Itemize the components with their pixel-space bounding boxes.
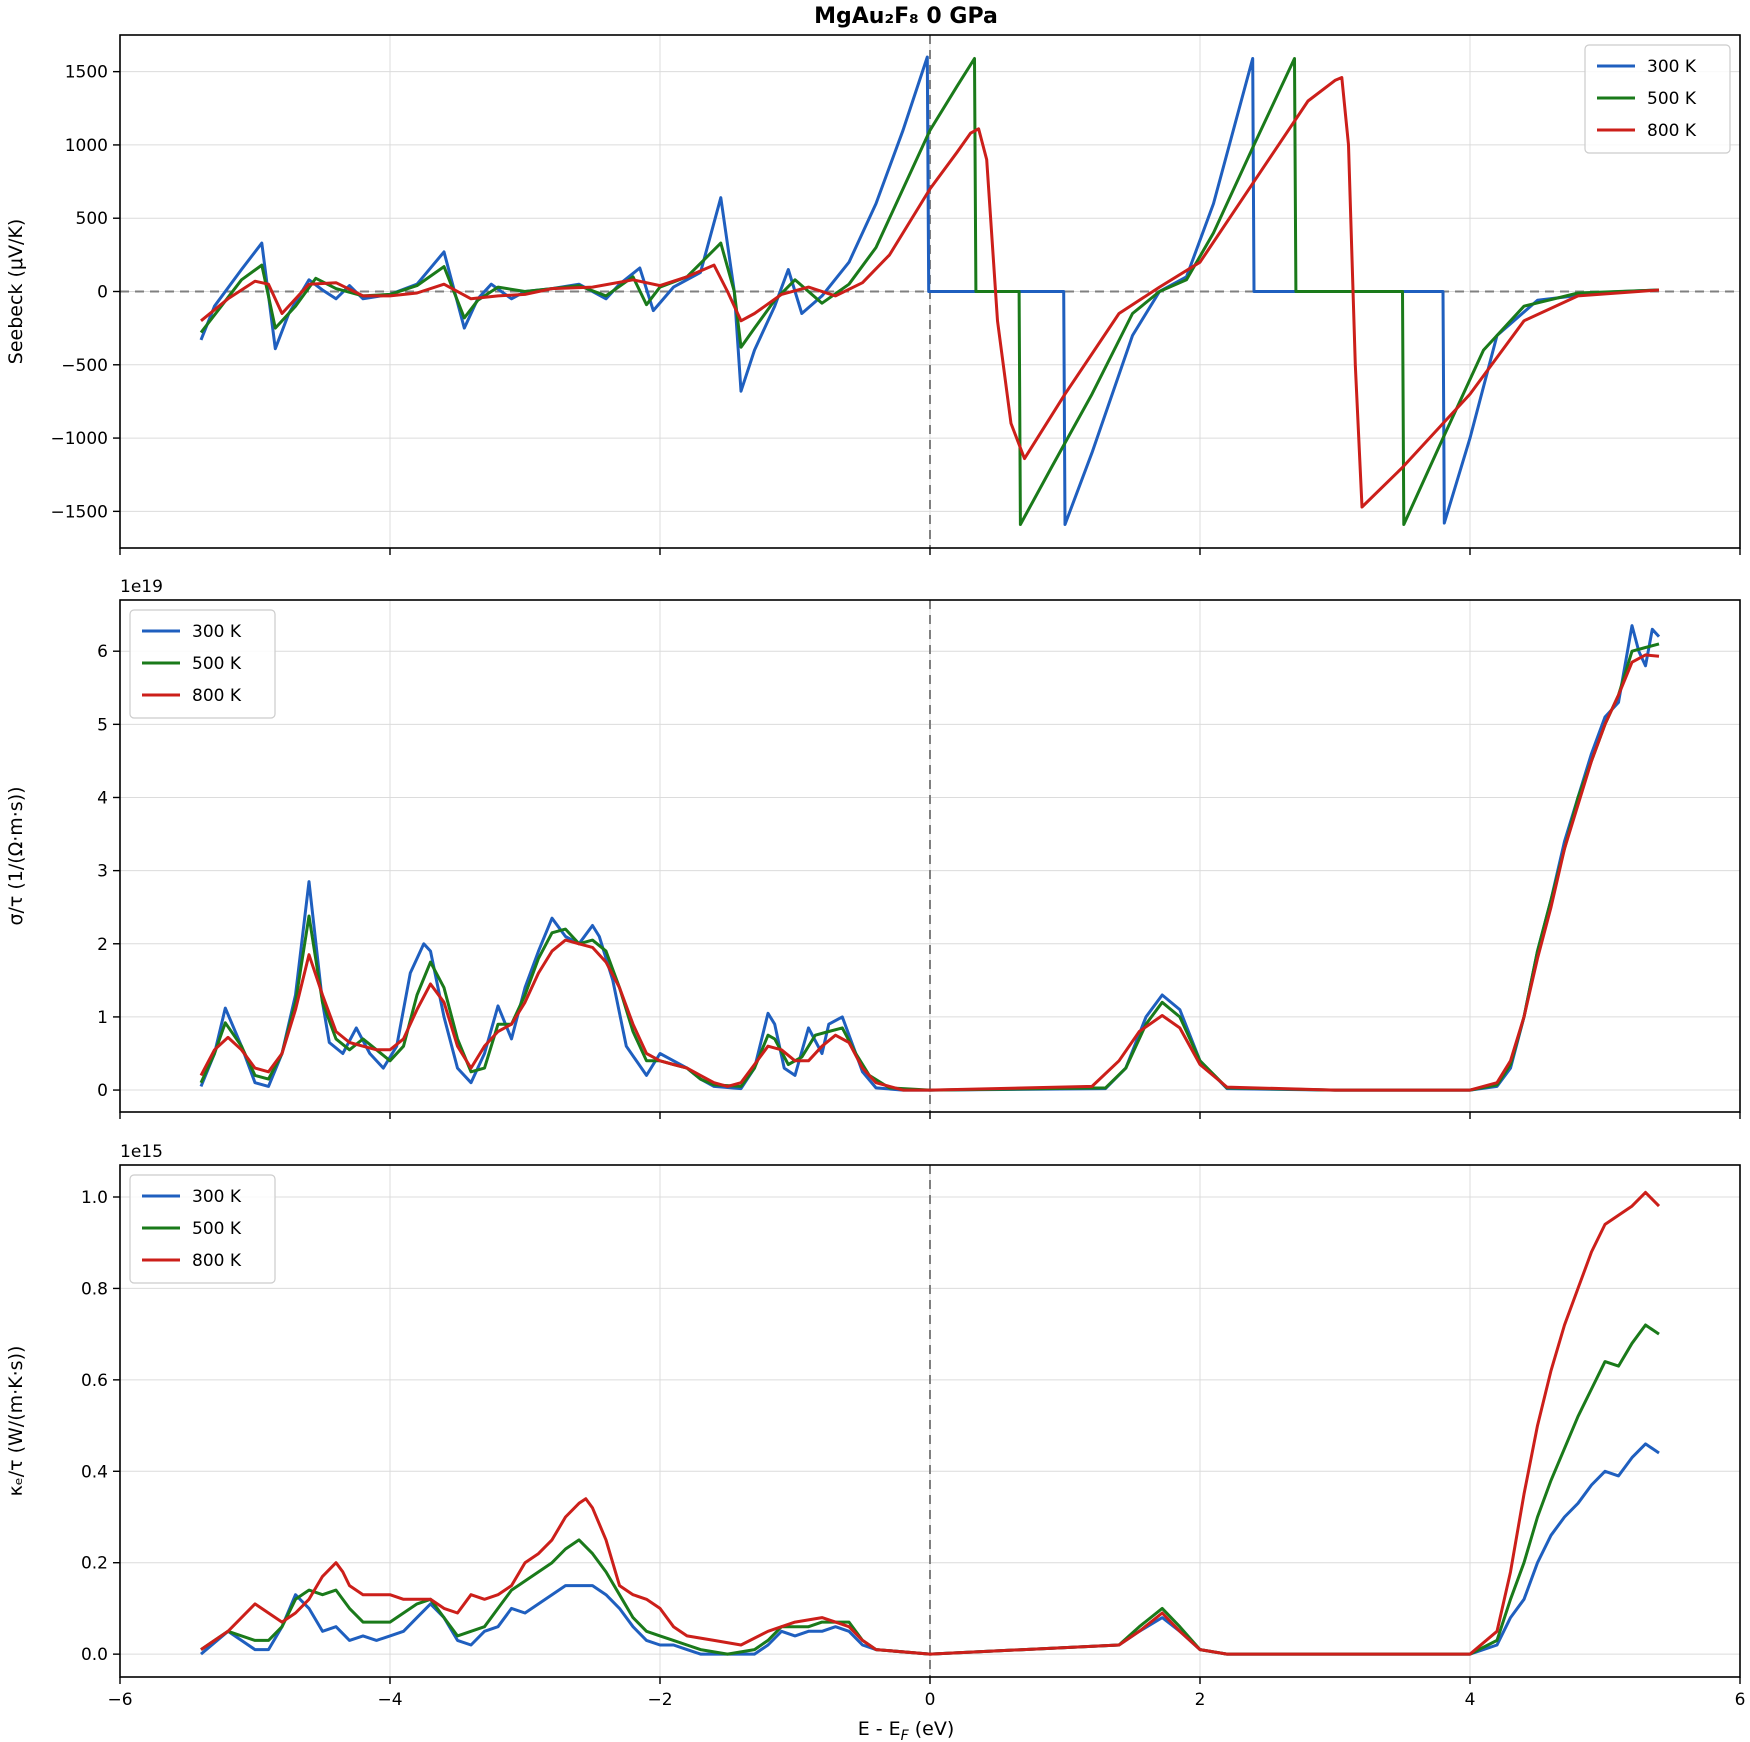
legend-box [1584, 44, 1731, 154]
y-tick-label: 2 [97, 935, 108, 955]
y-tick-label: 1500 [65, 63, 108, 83]
y-tick-label: 0 [97, 283, 108, 303]
y-tick-label: −1000 [50, 429, 108, 449]
y-offset-text: 1e19 [120, 577, 163, 597]
legend: 300 K 500 K 800 K [129, 1174, 276, 1284]
y-tick-label: 500 [76, 209, 108, 229]
legend: 300 K 500 K 800 K [129, 609, 276, 719]
y-tick-label: 4 [97, 788, 108, 808]
y-tick-label: 1000 [65, 136, 108, 156]
x-axis-label-sub: F [901, 1728, 910, 1742]
x-axis-label: E - EF (eV) [858, 1718, 955, 1742]
x-tick-label: 4 [1465, 1690, 1476, 1710]
y-tick-label: −1500 [50, 502, 108, 522]
series-line-800k [200, 1190, 1661, 1656]
series-line-800k [199, 653, 1660, 1092]
x-axis-label-main: E - E [858, 1718, 901, 1740]
y-tick-label: 1 [97, 1008, 108, 1028]
chart-bottom: −6 −4 −2 0 2 4 6 0.0 0.2 0.4 0.6 0.8 1.0 1e15 κₑ/τ (W/… [5, 1142, 1745, 1710]
legend-label: 300 K [192, 1187, 242, 1207]
y-tick-label: −500 [61, 356, 108, 376]
legend-box [129, 609, 276, 719]
y-tick-label: 1.0 [81, 1188, 108, 1208]
y-tick-label: 0.4 [81, 1462, 108, 1482]
x-tick-label: 6 [1735, 1690, 1746, 1710]
series-group [199, 55, 1660, 526]
figure-title: MgAu₂F₈ 0 GPa [814, 4, 998, 29]
legend-box [129, 1174, 276, 1284]
y-axis-label: κₑ/τ (W/(m·K·s)) [5, 1346, 27, 1497]
legend-label: 500 K [1647, 89, 1697, 109]
legend-label: 800 K [1647, 121, 1697, 141]
chart-top: −1500 −1000 −500 0 500 1000 1500 Seebeck (μV/K)… [5, 34, 1741, 555]
y-tick-label: 0.8 [81, 1279, 108, 1299]
y-tick-label: 0.0 [81, 1645, 108, 1665]
x-tick-label: −4 [377, 1690, 402, 1710]
series-line-800k [200, 76, 1660, 509]
legend-label: 800 K [192, 1251, 242, 1271]
y-offset-text: 1e15 [120, 1142, 163, 1162]
legend: 300 K 500 K 800 K [1584, 44, 1731, 154]
y-tick-label: 3 [97, 862, 108, 882]
series-line-300k [200, 1442, 1660, 1656]
y-tick-label: 6 [97, 642, 108, 662]
series-group [199, 624, 1661, 1092]
legend-label: 500 K [192, 654, 242, 674]
x-tick-label: 2 [1195, 1690, 1206, 1710]
x-tick-label: −6 [107, 1690, 132, 1710]
series-group [200, 1190, 1661, 1656]
y-axis-label: σ/τ (1/(Ω·m·s)) [5, 786, 27, 925]
chart-middle: 0 1 2 3 4 5 6 1e19 σ/τ (1/(Ω·m·s)) 300 K 500 K 800 … [5, 577, 1741, 1119]
x-tick-label: −2 [647, 1690, 672, 1710]
x-tick-label: 0 [925, 1690, 936, 1710]
legend-label: 500 K [192, 1219, 242, 1239]
y-tick-label: 5 [97, 715, 108, 735]
y-axis-label: Seebeck (μV/K) [5, 219, 27, 364]
legend-label: 800 K [192, 686, 242, 706]
y-tick-label: 0.2 [81, 1554, 108, 1574]
series-line-500k [200, 1323, 1660, 1656]
legend-label: 300 K [192, 622, 242, 642]
y-tick-label: 0 [97, 1081, 108, 1101]
y-tick-label: 0.6 [81, 1371, 108, 1391]
series-line-300k [199, 55, 1660, 526]
x-axis-label-tail: (eV) [909, 1718, 955, 1740]
legend-label: 300 K [1647, 57, 1697, 77]
series-line-500k [199, 642, 1660, 1092]
